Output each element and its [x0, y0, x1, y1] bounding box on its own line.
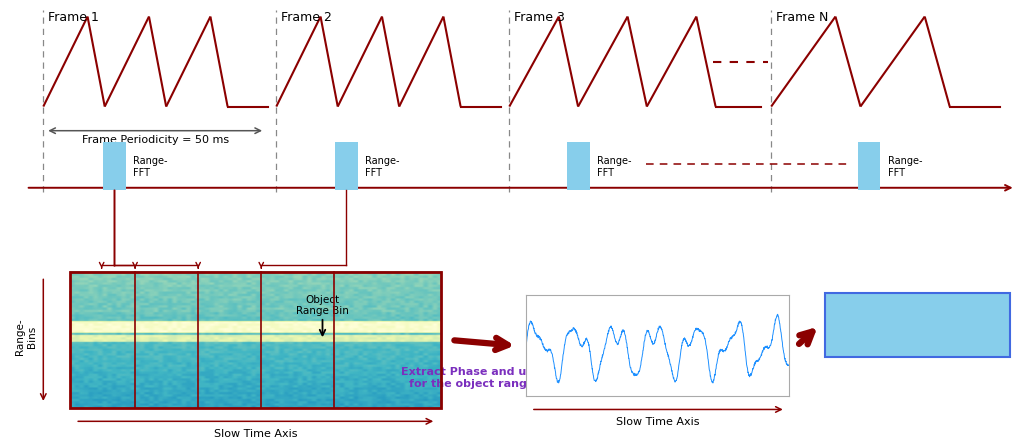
Bar: [825, 293, 1010, 357]
Bar: [567, 142, 590, 191]
Bar: [103, 142, 126, 191]
Bar: [335, 142, 358, 191]
Text: Range-
FFT: Range- FFT: [365, 155, 399, 177]
Text: Range-
FFT: Range- FFT: [597, 155, 631, 177]
Text: Further Processing for
Vital Signs Estimation: Further Processing for Vital Signs Estim…: [847, 314, 988, 336]
Text: Frame 3: Frame 3: [514, 11, 565, 24]
Bar: [858, 142, 880, 191]
Text: Extract Phase and unwrap
for the object range bin: Extract Phase and unwrap for the object …: [401, 367, 566, 388]
Text: Frame Periodicity = 50 ms: Frame Periodicity = 50 ms: [82, 135, 229, 145]
Text: Slow Time Axis: Slow Time Axis: [214, 428, 297, 438]
Text: Frame 2: Frame 2: [281, 11, 332, 24]
Text: Slow Time Axis: Slow Time Axis: [616, 416, 699, 426]
Text: Range-
Bins: Range- Bins: [15, 318, 36, 354]
Text: Range-
FFT: Range- FFT: [133, 155, 167, 177]
Text: Range-
FFT: Range- FFT: [888, 155, 922, 177]
Text: Object
Range Bin: Object Range Bin: [296, 294, 348, 315]
Bar: [70, 272, 441, 408]
Text: Frame N: Frame N: [776, 11, 829, 24]
Text: Frame 1: Frame 1: [48, 11, 99, 24]
